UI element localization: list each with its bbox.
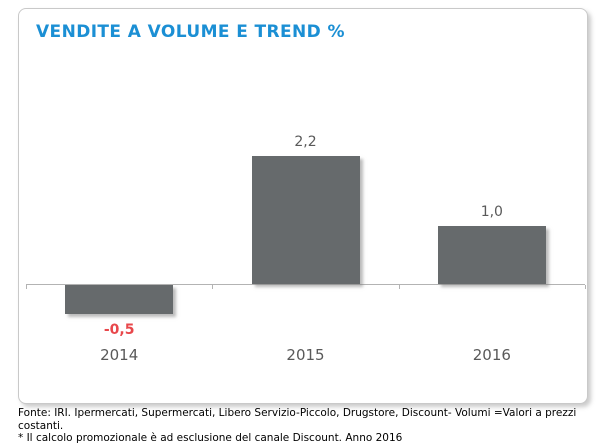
x-axis-label: 2015 — [286, 346, 325, 364]
footnote-line-2: * Il calcolo promozionale è ad esclusion… — [18, 432, 403, 444]
x-axis-tick — [212, 285, 214, 289]
bar-chart-plot-area: -0,5 2014 2,2 2015 1,0 2016 — [19, 9, 587, 403]
footnote-line-1: Fonte: IRI. Ipermercati, Supermercati, L… — [18, 407, 577, 432]
x-axis-tick — [26, 285, 27, 289]
bar-value-label: 1,0 — [480, 204, 503, 220]
bar-2016 — [437, 226, 546, 284]
bar-2014 — [65, 285, 174, 314]
bar-value-label: -0,5 — [103, 322, 135, 338]
bar-value-label: 2,2 — [294, 134, 317, 151]
chart-title: VENDITE A VOLUME E TREND % — [36, 22, 345, 42]
x-axis-label: 2016 — [472, 346, 511, 364]
x-axis-label: 2014 — [100, 346, 139, 364]
source-footnote: Fonte: IRI. Ipermercati, Supermercati, L… — [18, 407, 598, 445]
bar-2015 — [251, 156, 360, 284]
x-axis-tick — [398, 285, 400, 289]
chart-card: VENDITE A VOLUME E TREND % -0,5 2014 2,2 20… — [18, 8, 588, 404]
x-axis-tick — [585, 285, 586, 289]
x-axis-line — [26, 284, 585, 285]
